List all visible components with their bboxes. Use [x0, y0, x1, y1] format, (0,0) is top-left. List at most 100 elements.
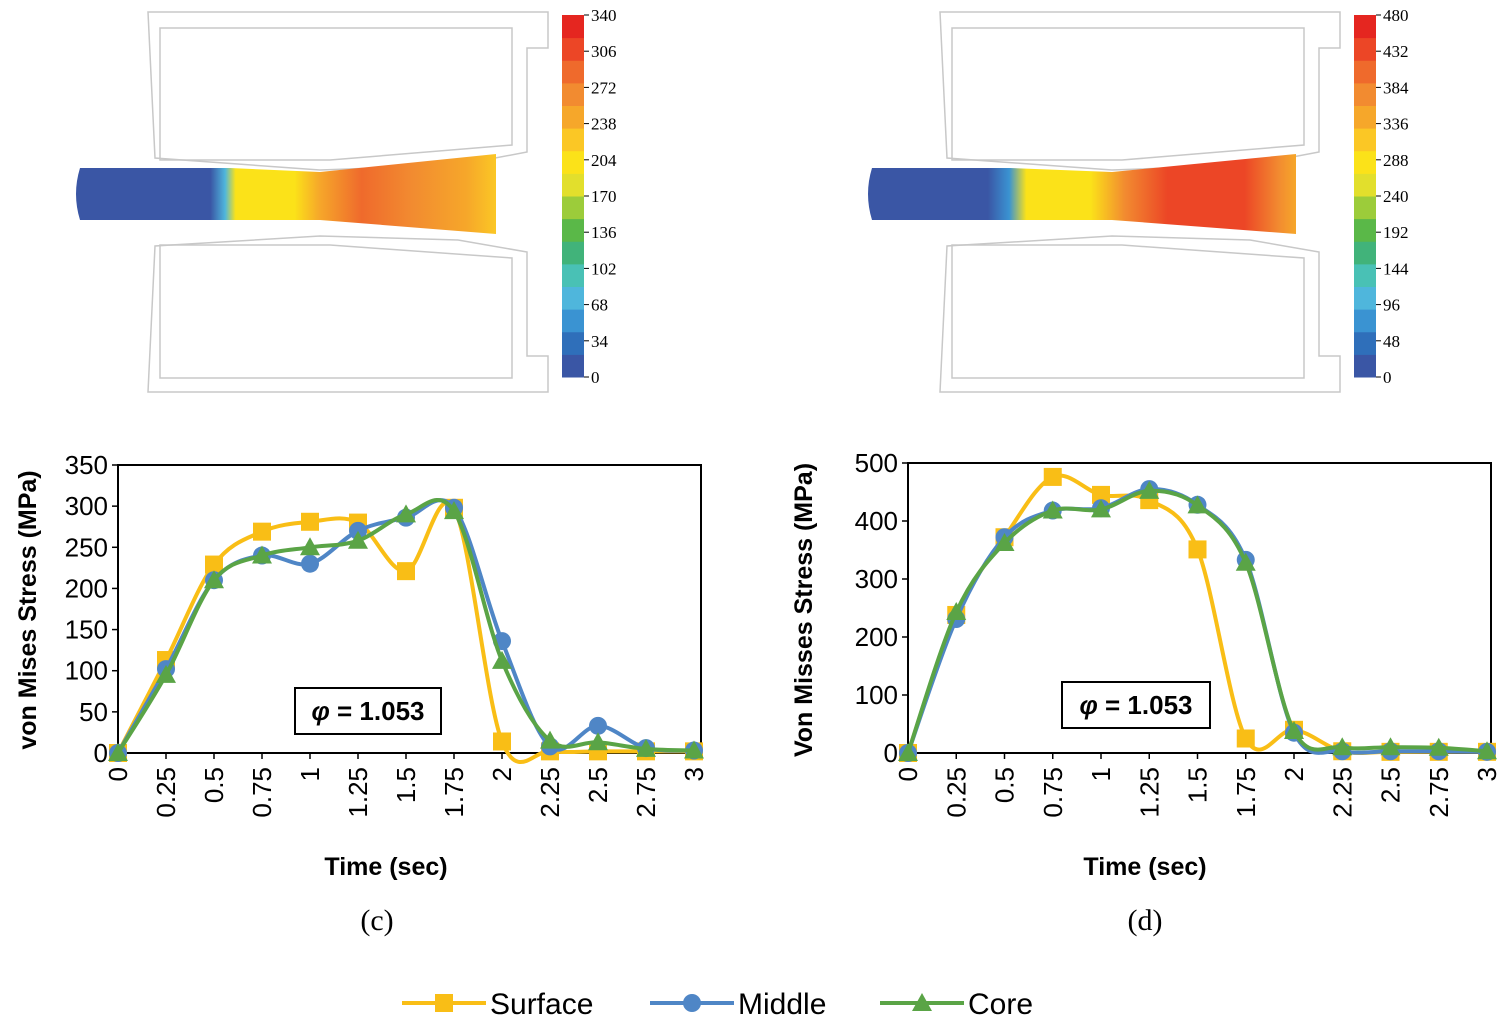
- colorbar-left-block: [562, 263, 584, 287]
- x-tick-label-c: 0.5: [199, 767, 229, 803]
- colorbar-left-block: [562, 15, 584, 39]
- data-point-core-c: [636, 738, 656, 757]
- data-point-core-d: [1042, 500, 1063, 519]
- colorbar-right-block: [1354, 15, 1376, 39]
- colorbar-tick-label: 96: [1383, 296, 1400, 315]
- data-point-core-d: [1187, 495, 1208, 514]
- data-point-core-c: [492, 650, 512, 669]
- legend: Surface Middle Core: [402, 988, 1033, 1020]
- colorbar-tick-label: 432: [1383, 42, 1409, 61]
- y-axis-label-c: von Mises Stress (MPa): [14, 470, 42, 749]
- data-point-core-d: [1332, 737, 1353, 756]
- phi-symbol-c: φ: [311, 696, 329, 726]
- colorbar-left-block: [562, 37, 584, 61]
- colorbar-right-block: [1354, 128, 1376, 152]
- x-tick-label-d: 2.75: [1424, 767, 1454, 818]
- y-tick-label-d: 100: [855, 680, 898, 710]
- data-point-core-d: [1380, 737, 1401, 756]
- y-tick-label-d: 400: [855, 506, 898, 536]
- annotation-value-d: = 1.053: [1105, 690, 1192, 720]
- colorbar-right-block: [1354, 82, 1376, 106]
- y-tick-label-c: 350: [65, 450, 108, 480]
- colorbar-left-block: [562, 150, 584, 174]
- colorbar-tick-label: 34: [591, 332, 609, 351]
- colorbar-tick-label: 340: [591, 6, 617, 25]
- colorbar-right-block: [1354, 309, 1376, 333]
- colorbar-tick-label: 68: [591, 296, 608, 315]
- colorbar-tick-label: 240: [1383, 187, 1409, 206]
- colorbar-right-block: [1354, 196, 1376, 220]
- data-point-surface-c: [253, 522, 271, 541]
- annotation-box-c: [294, 687, 442, 735]
- x-tick-label-c: 2.25: [535, 767, 565, 818]
- colorbar-right-block: [1354, 60, 1376, 84]
- legend-label-middle: Middle: [738, 988, 826, 1020]
- legend-item-surface: Surface: [402, 988, 593, 1020]
- data-point-surface-c: [301, 512, 319, 531]
- y-tick-label-c: 250: [65, 532, 108, 562]
- x-tick-label-c: 2.5: [583, 767, 613, 803]
- y-tick-label-d: 200: [855, 622, 898, 652]
- colorbar-right-block: [1354, 263, 1376, 287]
- x-tick-label-c: 0.25: [151, 767, 181, 818]
- colorbar-left-block: [562, 331, 584, 355]
- caption-d: (d): [1128, 904, 1163, 937]
- x-tick-label-d: 0: [893, 767, 923, 781]
- colorbar-left-block: [562, 105, 584, 129]
- colorbar-left-block: [562, 241, 584, 265]
- x-tick-label-c: 1: [295, 767, 325, 781]
- caption-c: (c): [360, 904, 393, 937]
- data-point-core-c: [540, 730, 560, 749]
- colorbar-tick-label: 336: [1383, 115, 1409, 134]
- data-point-core-c: [396, 504, 416, 523]
- x-axis-label-c: Time (sec): [324, 853, 447, 881]
- colorbar-left-block: [562, 286, 584, 310]
- colorbar-tick-label: 272: [591, 78, 617, 97]
- data-point-core-d: [1284, 720, 1304, 739]
- x-axis-label-d: Time (sec): [1083, 853, 1206, 881]
- colorbar-right-block: [1354, 218, 1376, 242]
- legend-item-middle: Middle: [650, 988, 826, 1020]
- chart-c: 0 50 100 150 200 250 300 350 0 0.25 0.5 0.75 1 1.25 1…: [14, 450, 709, 937]
- phi-symbol-d: φ: [1079, 690, 1097, 720]
- x-tick-label-c: 0.75: [247, 767, 277, 818]
- x-tick-label-c: 1.25: [343, 767, 373, 818]
- data-point-core-c: [156, 664, 176, 683]
- data-point-core-d: [1477, 741, 1497, 760]
- data-point-surface-d: [1188, 540, 1207, 559]
- data-point-core-d: [1428, 737, 1449, 756]
- chart-d: 0 100 200 300 400 500 0 0.25 0.5 0.75 1 1.25 1.5 1.7…: [790, 448, 1502, 937]
- x-tick-label-d: 1.75: [1231, 767, 1261, 818]
- legend-label-surface: Surface: [490, 988, 593, 1020]
- data-point-core-c: [204, 570, 224, 589]
- legend-marker-surface: [435, 994, 453, 1012]
- y-tick-label-d: 500: [855, 448, 898, 478]
- y-tick-label-c: 50: [79, 697, 108, 727]
- legend-marker-core: [912, 993, 932, 1011]
- colorbar-right-block: [1354, 37, 1376, 61]
- x-tick-label-d: 0.5: [990, 767, 1020, 803]
- colorbar-left-block: [562, 173, 584, 197]
- data-point-surface-c: [397, 562, 415, 581]
- colorbar-left-block: [562, 60, 584, 84]
- colorbar-tick-label: 0: [1383, 368, 1392, 387]
- plot-frame-c: [117, 464, 702, 754]
- data-point-core-c: [108, 743, 128, 761]
- x-tick-label-d: 2.5: [1376, 767, 1406, 803]
- annotation-c: φ = 1.053: [311, 696, 424, 726]
- colorbar-left-block: [562, 354, 584, 378]
- data-point-surface-c: [493, 732, 511, 751]
- x-tick-label-c: 2: [487, 767, 517, 781]
- colorbar-left-block: [562, 218, 584, 242]
- data-point-middle-c: [301, 554, 319, 573]
- colorbar-tick-label: 238: [591, 115, 617, 134]
- die-outline-left: [147, 11, 549, 393]
- plot-frame-d: [907, 462, 1492, 754]
- legend-label-core: Core: [968, 988, 1033, 1020]
- data-point-surface-d: [1092, 485, 1110, 504]
- y-axis-label-d: Von Misses Stress (MPa): [790, 463, 818, 757]
- annotation-value-c: = 1.053: [337, 696, 424, 726]
